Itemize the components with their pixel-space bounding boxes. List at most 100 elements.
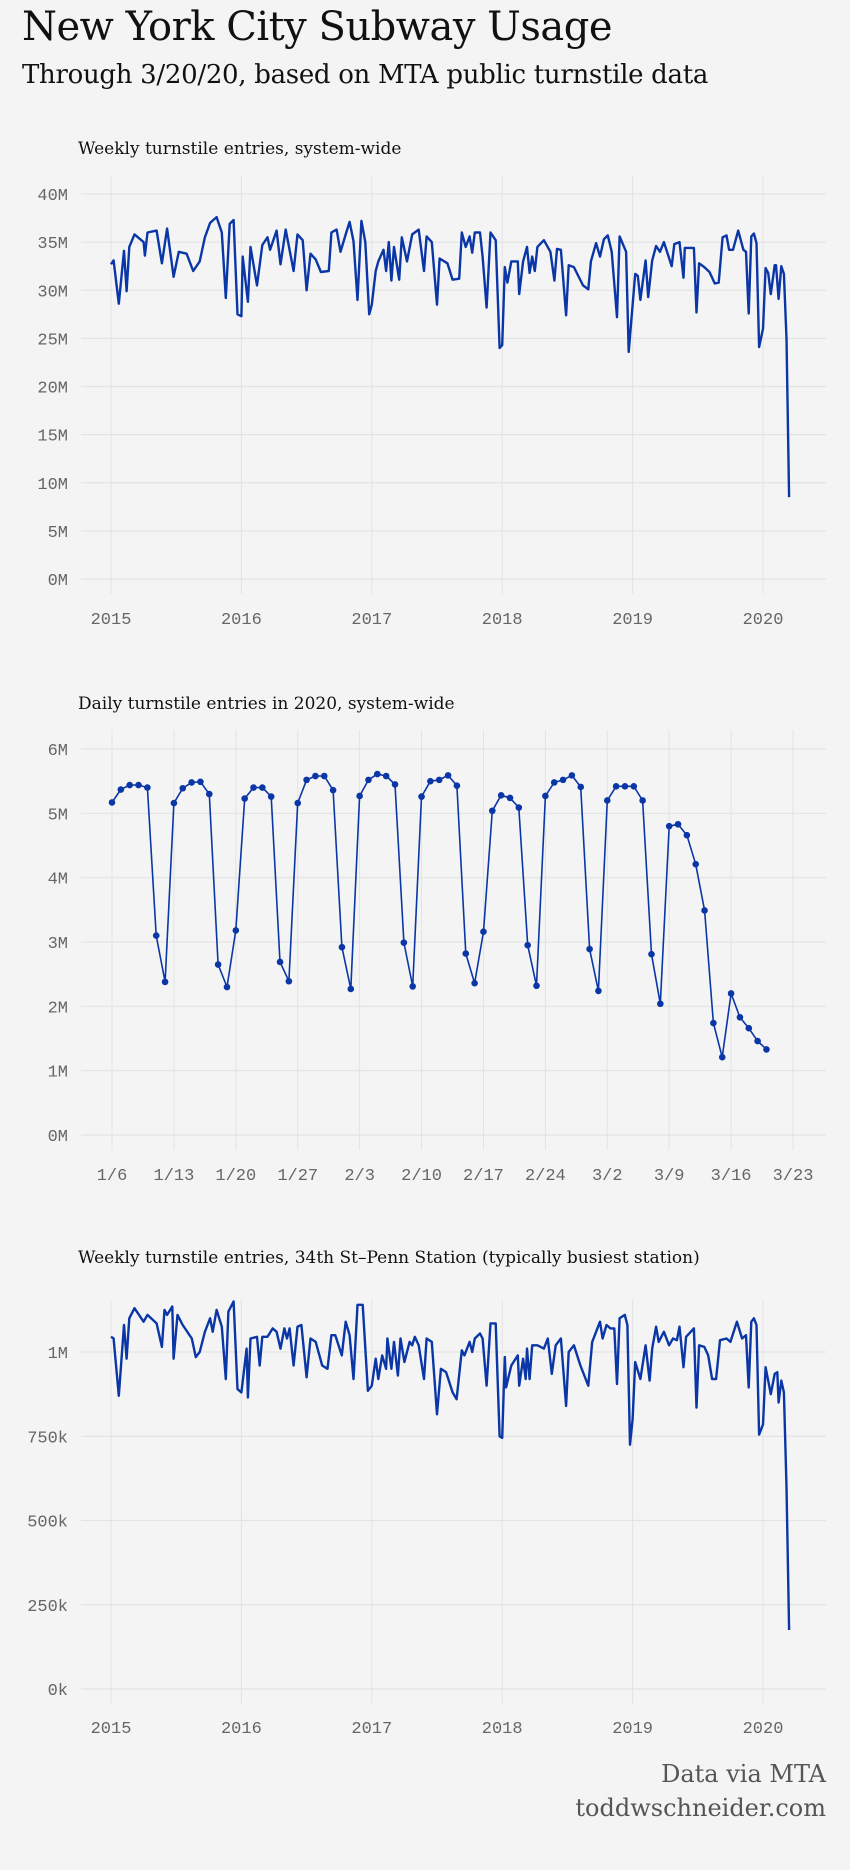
y-tick-label: 0M	[48, 572, 68, 591]
data-point	[559, 776, 567, 784]
data-point	[639, 797, 646, 804]
source-credit: Data via MTA	[661, 1760, 826, 1788]
y-tick-label: 500k	[27, 1514, 68, 1533]
y-tick-label: 6M	[48, 742, 68, 761]
data-point	[488, 807, 496, 815]
data-point	[188, 779, 195, 786]
data-point	[444, 772, 452, 779]
data-point	[621, 783, 629, 790]
x-tick-label: 2/24	[525, 1167, 566, 1186]
data-point	[550, 779, 558, 786]
data-point	[179, 784, 187, 792]
y-tick-label: 35M	[37, 235, 68, 254]
data-point	[365, 776, 372, 784]
data-point	[303, 776, 310, 784]
data-point	[232, 927, 240, 934]
data-point	[108, 799, 116, 806]
data-point	[665, 822, 673, 830]
x-tick-label: 2018	[482, 1720, 523, 1739]
x-tick-label: 2020	[743, 1720, 784, 1739]
data-point	[144, 784, 151, 791]
x-tick-label: 1/13	[154, 1167, 195, 1186]
y-tick-label: 750k	[27, 1429, 68, 1448]
data-point	[285, 977, 293, 985]
x-tick-label: 2016	[221, 611, 262, 630]
data-point	[435, 776, 443, 784]
x-tick-label: 2/17	[463, 1167, 504, 1186]
y-tick-label: 5M	[48, 806, 68, 825]
y-tick-label: 40M	[37, 187, 68, 206]
x-tick-label: 1/6	[97, 1167, 128, 1186]
data-point	[603, 797, 611, 804]
data-point	[480, 928, 487, 936]
y-tick-label: 30M	[37, 283, 68, 302]
data-point	[710, 1019, 717, 1027]
y-tick-label: 3M	[48, 935, 68, 954]
page-subtitle: Through 3/20/20, based on MTA public tur…	[22, 60, 709, 90]
data-point	[170, 799, 178, 807]
data-point	[763, 1046, 770, 1053]
chart-title-daily-2020: Daily turnstile entries in 2020, system-…	[78, 694, 455, 714]
y-tick-label: 5M	[48, 524, 68, 543]
x-tick-label: 3/2	[592, 1167, 623, 1186]
data-point	[320, 772, 328, 780]
data-point	[161, 978, 169, 986]
data-point	[701, 907, 708, 914]
data-point	[754, 1037, 761, 1045]
data-point	[745, 1024, 753, 1032]
data-point	[586, 945, 593, 953]
data-point	[294, 799, 302, 807]
x-tick-label: 2020	[743, 611, 784, 630]
y-tick-label: 1M	[48, 1345, 68, 1364]
data-point	[568, 772, 576, 779]
data-point	[223, 983, 231, 991]
data-point	[135, 781, 142, 789]
series-line	[111, 773, 768, 1058]
x-tick-label: 2/10	[401, 1167, 442, 1186]
x-tick-label: 3/16	[711, 1167, 752, 1186]
data-point	[205, 790, 213, 798]
data-point	[683, 831, 691, 839]
data-point	[727, 990, 735, 997]
x-tick-label: 1/20	[215, 1167, 256, 1186]
data-point	[453, 782, 461, 789]
data-point	[577, 783, 585, 791]
y-tick-label: 10M	[37, 476, 68, 495]
x-tick-label: 2015	[91, 1720, 132, 1739]
data-point	[329, 786, 337, 794]
data-point	[338, 943, 346, 951]
data-point	[506, 794, 514, 802]
data-point	[692, 860, 700, 868]
y-tick-label: 2M	[48, 999, 68, 1018]
data-point	[214, 961, 222, 968]
x-tick-label: 2019	[612, 1720, 653, 1739]
chart-title-weekly-system: Weekly turnstile entries, system-wide	[78, 139, 402, 159]
data-point	[515, 804, 523, 811]
x-tick-label: 2/3	[344, 1167, 375, 1186]
y-tick-label: 4M	[48, 871, 68, 890]
data-point	[418, 793, 425, 800]
data-point	[674, 820, 682, 828]
x-tick-label: 3/23	[773, 1167, 814, 1186]
data-point	[718, 1053, 726, 1061]
data-point	[197, 778, 204, 786]
data-point	[497, 792, 505, 799]
series-line	[110, 215, 791, 498]
chart-title-weekly-penn: Weekly turnstile entries, 34th St–Penn S…	[78, 1248, 700, 1268]
data-point	[462, 950, 470, 957]
data-point	[595, 987, 602, 995]
series-line	[110, 1300, 791, 1631]
x-tick-label: 2019	[612, 611, 653, 630]
data-point	[267, 793, 275, 800]
data-point	[117, 786, 125, 793]
data-point	[391, 781, 399, 788]
y-tick-label: 1M	[48, 1064, 68, 1083]
x-tick-label: 1/27	[277, 1167, 318, 1186]
data-point	[630, 783, 638, 790]
y-tick-label: 20M	[37, 380, 68, 399]
data-point	[400, 939, 408, 946]
y-tick-label: 0M	[48, 1128, 68, 1147]
x-tick-label: 2017	[351, 611, 392, 630]
data-point	[126, 781, 133, 789]
